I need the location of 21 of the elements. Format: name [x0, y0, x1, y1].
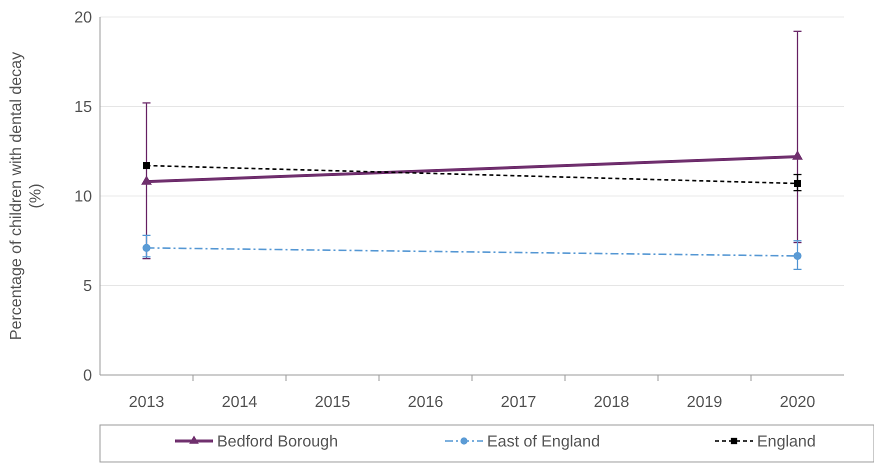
x-tick-label: 2019: [686, 394, 722, 411]
y-tick-label: 10: [74, 188, 92, 206]
y-tick-label: 5: [83, 278, 92, 296]
point: [142, 244, 150, 252]
x-tick-label: 2020: [780, 394, 816, 411]
y-tick-label: 0: [83, 368, 92, 385]
y-axis-title: Percentage of children with dental decay (%): [8, 52, 44, 340]
y-tick-label: 15: [74, 99, 92, 116]
x-tick-label: 2016: [408, 394, 444, 411]
x-tick-label: 2015: [314, 394, 350, 411]
x-tick-label: 2014: [222, 394, 258, 411]
x-tick-label: 2017: [500, 394, 536, 411]
legend-label: Bedford Borough: [217, 434, 338, 451]
x-tick-label: 2013: [128, 394, 164, 411]
y-tick-label: 20: [74, 10, 92, 27]
point: [794, 180, 802, 188]
legend-label: England: [757, 434, 816, 451]
point: [794, 252, 802, 260]
point: [142, 162, 150, 170]
x-tick-label: 2018: [594, 394, 630, 411]
legend-label: East of England: [487, 434, 600, 451]
